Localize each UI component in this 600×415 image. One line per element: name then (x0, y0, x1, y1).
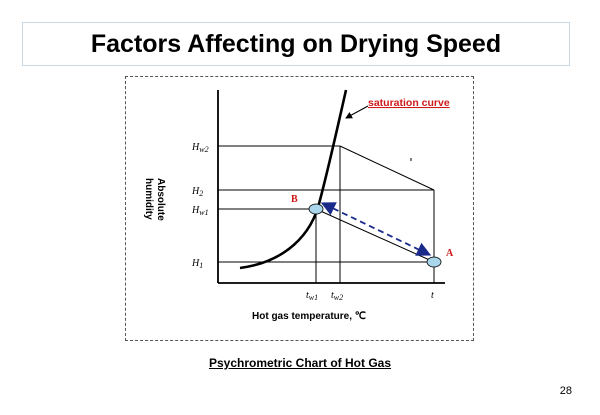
point-a-marker (426, 256, 442, 268)
y-axis-label: Absolute humidity (143, 178, 166, 224)
title-box: Factors Affecting on Drying Speed (22, 22, 570, 66)
x-tick-tw2: tw2 (331, 290, 343, 302)
point-b-marker (308, 203, 324, 215)
y-tick-hw2: Hw2 (191, 142, 209, 154)
adiabatic-line-upper (339, 145, 435, 191)
x-tick-tw1: tw1 (306, 290, 318, 302)
saturation-leader (345, 105, 369, 119)
page-number: 28 (559, 385, 572, 397)
y-tick-h1: H1 (191, 258, 203, 270)
y-tick-h2: H2 (191, 186, 203, 198)
adiabatic-line-lower (315, 208, 435, 263)
x-axis-label: Hot gas temperature, ℃ (252, 311, 366, 322)
slide-title: Factors Affecting on Drying Speed (90, 29, 502, 58)
point-a-label: A (446, 248, 454, 259)
x-tick-t: t (431, 290, 434, 301)
y-tick-hw1: Hw1 (191, 205, 209, 217)
saturation-curve (239, 89, 348, 270)
saturation-curve-label: saturation curve (368, 97, 450, 109)
diagram-frame (125, 76, 474, 341)
figure-caption: Psychrometric Chart of Hot Gas (208, 356, 392, 370)
point-b-label: B (291, 194, 298, 205)
